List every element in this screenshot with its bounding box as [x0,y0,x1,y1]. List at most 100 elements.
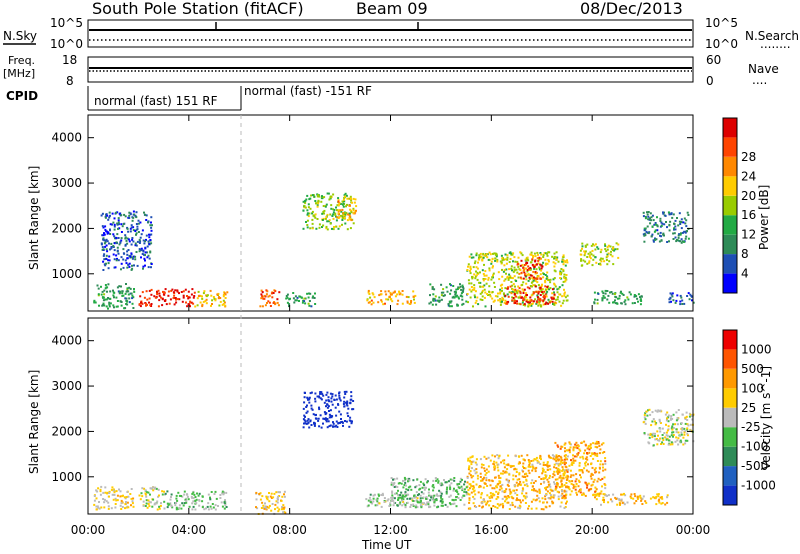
data-cell [109,228,111,231]
data-cell [644,422,647,425]
data-cell [116,211,119,214]
data-cell [288,305,290,308]
data-cell [675,240,678,243]
data-cell [511,504,514,507]
data-cell [396,477,399,480]
data-cell [633,294,636,296]
data-cell [689,423,692,426]
data-cell [529,301,532,304]
data-cell [176,298,179,301]
data-cell [621,493,624,496]
data-cell [552,261,555,264]
data-cell [652,496,655,499]
data-cell [504,278,507,281]
data-cell [396,486,399,488]
data-cell [504,294,507,297]
data-cell [449,488,452,491]
data-cell [102,248,105,251]
data-cell [601,297,604,300]
data-cell [484,291,487,294]
data-cell [512,489,515,492]
data-cell [589,475,592,478]
data-cell [131,257,134,260]
data-cell [502,298,504,300]
data-cell [680,218,683,221]
data-cell [644,500,647,503]
data-cell [144,213,147,216]
data-cell [500,472,502,475]
data-cell [120,262,123,265]
data-cell [390,477,393,479]
data-cell [514,505,517,508]
data-cell [555,462,558,465]
data-cell [449,494,452,497]
data-cell [126,491,129,493]
data-cell [583,493,585,496]
data-cell [498,504,501,507]
data-cell [332,425,334,428]
data-cell [489,492,492,494]
data-cell [513,266,516,269]
data-cell [571,480,574,483]
data-cell [519,276,522,279]
data-cell [158,292,161,295]
data-cell [346,213,349,216]
data-cell [132,216,135,219]
data-cell [677,224,680,227]
data-cell [308,426,311,429]
data-cell [332,228,335,231]
data-cell [515,468,518,471]
data-cell [375,498,378,501]
data-cell [549,300,552,303]
data-cell [163,490,165,493]
data-cell [412,479,415,482]
data-cell [121,506,124,508]
data-cell [295,299,298,302]
data-cell [412,500,415,502]
data-cell [321,212,324,215]
data-cell [142,504,145,507]
data-cell [327,396,330,399]
data-cell [473,284,476,287]
data-cell [501,257,504,260]
data-cell [681,427,684,429]
data-cell [559,272,561,274]
data-cell [419,487,422,490]
data-cell [147,240,150,243]
data-cell [589,443,592,446]
data-cell [481,295,484,298]
data-cell [117,221,120,224]
data-cell [459,480,462,483]
data-cell [661,441,664,444]
data-cell [109,223,112,226]
data-cell [95,497,98,500]
data-cell [351,408,354,411]
data-cell [472,480,475,483]
data-cell [582,492,585,495]
data-cell [510,495,513,498]
data-cell [538,258,541,261]
data-cell [584,250,587,253]
colorbar-tick-label: 500 [741,362,764,376]
data-cell [496,503,499,506]
data-cell [635,500,638,502]
data-cell [397,489,399,492]
data-cell [267,506,270,509]
data-cell [104,486,107,489]
data-cell [524,473,526,476]
data-cell [553,466,556,469]
data-cell [106,250,109,253]
data-cell [342,203,344,206]
data-cell [547,279,550,282]
data-cell [147,254,150,257]
data-cell [337,227,340,230]
data-cell [382,494,384,497]
data-cell [394,295,397,298]
data-cell [556,291,559,294]
data-cell [563,292,566,295]
data-cell [341,216,344,219]
data-cell [408,303,411,305]
data-cell [494,476,496,479]
data-cell [587,463,589,466]
data-cell [121,290,124,293]
